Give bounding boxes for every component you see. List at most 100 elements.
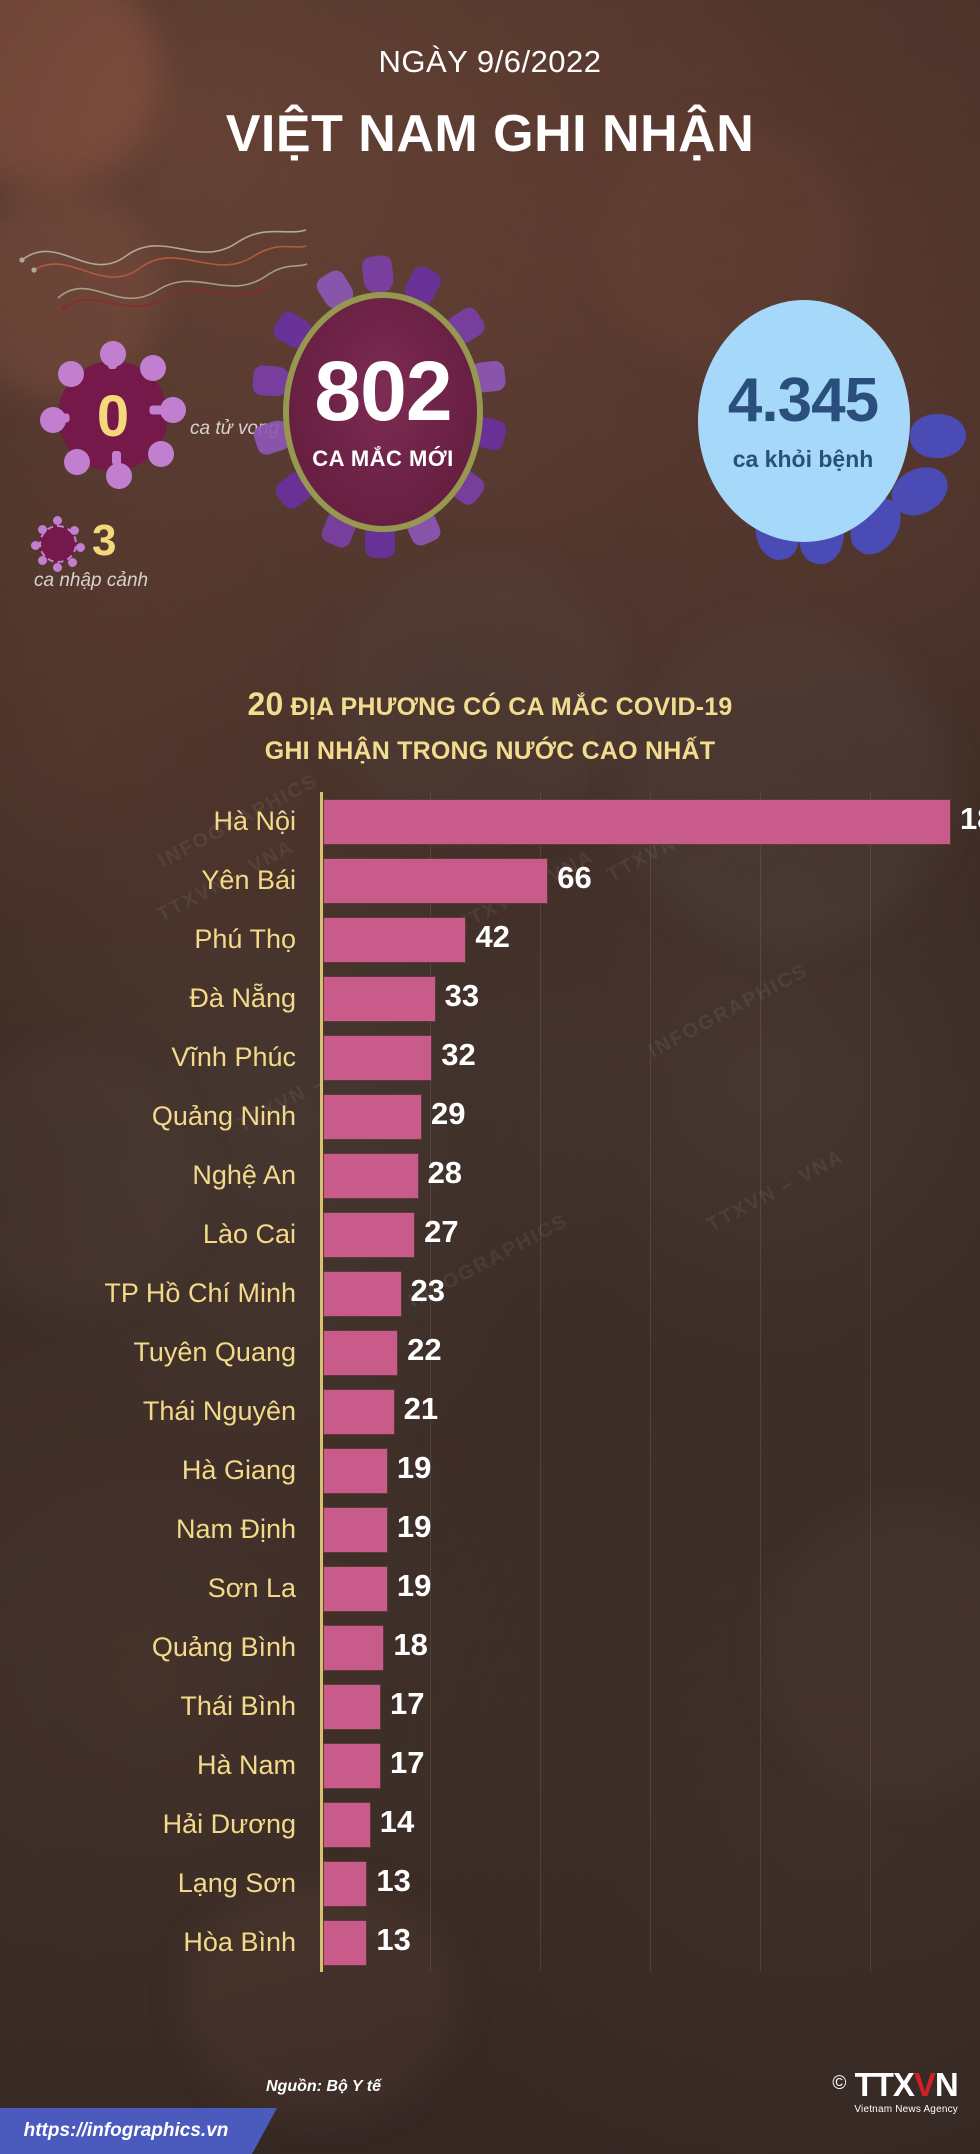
chart-row-label: Yên Bái — [201, 865, 296, 895]
chart-row-label: Hòa Bình — [183, 1927, 296, 1957]
chart-row-value: 13 — [376, 1863, 411, 1898]
chart-bar — [323, 1861, 368, 1907]
recovered-stat: 4.345 ca khỏi bệnh — [648, 290, 958, 552]
chart-bar — [323, 1743, 382, 1789]
virus-spike — [58, 361, 84, 387]
chart-row: Quảng Ninh 29 — [0, 1087, 980, 1146]
chart-row-value: 14 — [379, 1804, 415, 1839]
chart-row-value: 23 — [410, 1273, 445, 1308]
imported-label: ca nhập cảnh — [34, 570, 149, 591]
virus-spike — [70, 526, 79, 535]
deaths-virus-icon — [40, 341, 186, 489]
virus-spike — [148, 441, 174, 467]
virus-stalk — [112, 451, 121, 465]
chart-bar — [323, 1035, 433, 1081]
chart-row-value: 42 — [475, 919, 510, 954]
chart-title-line2: GHI NHẬN TRONG NƯỚC CAO NHẤT — [264, 737, 716, 765]
page-title: VIỆT NAM GHI NHẬN — [225, 105, 755, 163]
logo-wordmark: TT X V N — [854, 2066, 959, 2103]
chart-row-label: Vĩnh Phúc — [171, 1042, 296, 1072]
chart-row: Yên Bái 66 — [0, 851, 980, 910]
chart-row: Thái Nguyên 21 — [0, 1382, 980, 1441]
recovered-disc — [698, 300, 910, 542]
chart-row-value: 19 — [396, 1568, 432, 1603]
chart-row-label: Sơn La — [207, 1573, 296, 1603]
virus-spike — [31, 541, 40, 550]
header: NGÀY 9/6/2022 VIỆT NAM GHI NHẬN — [0, 0, 980, 164]
chart-row-label: Tuyên Quang — [133, 1337, 296, 1367]
copyright-symbol: © — [832, 2073, 847, 2094]
chart-row: Lào Cai 27 — [0, 1205, 980, 1264]
chart-row: Phú Thọ 42 — [0, 910, 980, 969]
chart-row: Quảng Bình 18 — [0, 1618, 980, 1677]
chart-row-label: Hà Nội — [213, 806, 296, 836]
chart-row-value: 22 — [407, 1332, 442, 1367]
chart-row-label: Hà Nam — [196, 1750, 296, 1780]
site-url[interactable]: https://infographics.vn — [23, 2120, 229, 2141]
chart-row-label: Hà Giang — [181, 1455, 296, 1485]
chart-bar — [323, 1684, 382, 1730]
chart-row-value: 184 — [960, 801, 980, 836]
recovered-value: 4.345 — [727, 365, 879, 435]
chart-bar — [323, 1271, 402, 1317]
chart-section: 20 ĐỊA PHƯƠNG CÓ CA MẮC COVID-19 GHI NHẬ… — [0, 686, 980, 1972]
chart-gridlines — [0, 792, 980, 1972]
chart-row-value: 29 — [430, 1096, 466, 1131]
chart-row-label: Lạng Sơn — [177, 1868, 296, 1898]
virus-spike — [76, 543, 85, 552]
report-date: NGÀY 9/6/2022 — [378, 44, 602, 79]
squiggle-lines-decoration — [19, 229, 308, 311]
deaths-value: 0 — [96, 383, 130, 449]
chart-title: 20 ĐỊA PHƯƠNG CÓ CA MẮC COVID-19 GHI NHẬ… — [0, 686, 980, 766]
virus-spike — [160, 397, 186, 423]
chart-row-value: 17 — [390, 1686, 425, 1721]
chart-rows: Hà Nội 184 Yên Bái 66 Phú Thọ 42 Đà Nẵng 33 Vĩnh… — [0, 792, 980, 1972]
bar-chart: Hà Nội 184 Yên Bái 66 Phú Thọ 42 Đà Nẵng 33 Vĩnh… — [0, 792, 980, 1972]
chart-row-value: 32 — [441, 1037, 476, 1072]
chart-row: Hà Nội 184 — [0, 792, 980, 851]
chart-row-value: 19 — [396, 1450, 432, 1485]
chart-row-value: 19 — [396, 1509, 432, 1544]
chart-row-value: 18 — [393, 1627, 428, 1662]
chart-row-value: 17 — [390, 1745, 425, 1780]
logo-v: V — [913, 2066, 936, 2103]
ttxvn-logo: © TT X V N Vietnam News Agency — [832, 2068, 958, 2115]
chart-row-value: 66 — [557, 860, 592, 895]
virus-spike — [38, 556, 47, 565]
logo-n: N — [934, 2066, 959, 2103]
chart-row-label: Phú Thọ — [194, 924, 296, 954]
new-cases-stat: 802 CA MẮC MỚI — [243, 262, 523, 562]
virus-spike — [140, 355, 166, 381]
chart-bar — [323, 1094, 422, 1140]
chart-bar — [323, 1212, 416, 1258]
chart-row: TP Hồ Chí Minh 23 — [0, 1264, 980, 1323]
imported-value: 3 — [92, 516, 117, 565]
url-banner — [0, 2108, 277, 2154]
chart-row-label: Đà Nẵng — [189, 983, 296, 1013]
chart-row: Hòa Bình 13 — [0, 1913, 980, 1972]
chart-row-label: Lào Cai — [202, 1219, 296, 1249]
chart-bar — [323, 1625, 385, 1671]
imported-virus-icon — [31, 516, 85, 572]
chart-row-label: Quảng Bình — [151, 1632, 296, 1662]
virus-spike — [53, 516, 62, 525]
virus-spike — [106, 463, 132, 489]
chart-row-value: 13 — [376, 1922, 411, 1957]
logo-tt: TT — [854, 2066, 894, 2103]
chart-row: Tuyên Quang 22 — [0, 1323, 980, 1382]
chart-axis-line — [320, 792, 323, 1972]
chart-row: Thái Bình 17 — [0, 1677, 980, 1736]
chart-title-line1: ĐỊA PHƯƠNG CÓ CA MẮC COVID-19 — [283, 693, 733, 721]
recovered-label: ca khỏi bệnh — [732, 445, 874, 472]
summary-stats: 0 ca tử vong 3 ca nhập cảnh — [0, 229, 980, 690]
virus-spike — [64, 449, 90, 475]
chart-row: Vĩnh Phúc 32 — [0, 1028, 980, 1087]
new-cases-virus-icon — [243, 254, 523, 562]
chart-row: Hà Nam 17 — [0, 1736, 980, 1795]
chart-row: Hà Giang 19 — [0, 1441, 980, 1500]
chart-row: Nam Định 19 — [0, 1500, 980, 1559]
chart-row-label: Hải Dương — [162, 1809, 296, 1839]
recovered-virus-icon — [648, 290, 967, 580]
chart-bar — [323, 1802, 371, 1848]
